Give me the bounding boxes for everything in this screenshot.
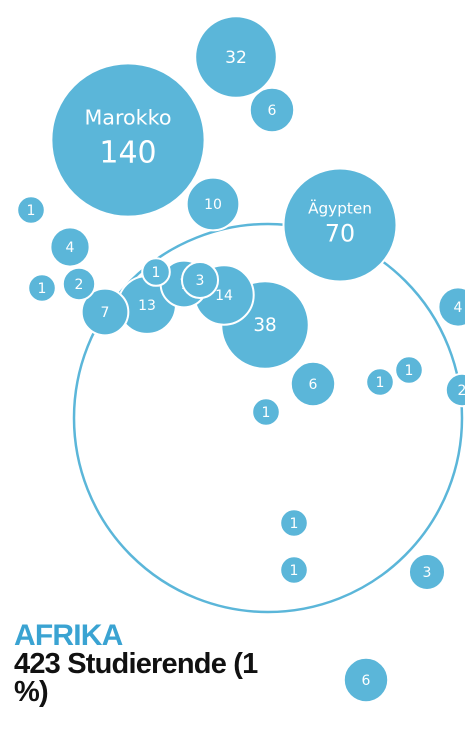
bubble [407,552,447,592]
bubble-value: 1 [405,363,414,379]
bubble-name: Marokko [84,106,171,130]
bubble-name: Ägypten [308,199,372,218]
chart-title: AFRIKA [14,619,123,652]
bubble [27,273,57,303]
bubble-value: 32 [225,48,247,68]
bubble [251,397,281,427]
bubble-value: 10 [204,197,222,213]
bubble-value: 13 [138,298,156,314]
bubble-value: 70 [325,220,355,248]
bubble [180,260,220,300]
bubble [365,367,395,397]
bubble [444,372,465,408]
bubble-value: 1 [290,516,299,532]
bubble-value: 14 [215,288,233,304]
bubble-value: 6 [309,377,318,393]
region-outline [72,222,464,614]
bubble-value: 6 [362,673,371,689]
bubble-value: 4 [66,240,75,256]
chart-subtitle: 423 Studierende (1 %) [14,648,258,708]
bubble-value: 1 [290,563,299,579]
bubble-value: 3 [423,565,432,581]
bubble-value: 1 [27,203,36,219]
bubble [61,266,97,302]
caption: AFRIKA 423 Studierende (1 %) [14,619,276,708]
bubble [16,195,46,225]
bubble-value: 1 [152,265,161,281]
bubble-value: 1 [38,281,47,297]
bubble-value: 6 [268,103,277,119]
bubble [141,257,171,287]
bubble-value: 3 [196,273,205,289]
bubble-value: 7 [101,305,110,321]
bubble [248,86,296,134]
bubble [80,287,130,337]
bubble-value: 1 [262,405,271,421]
bubble [282,167,398,283]
bubble [394,355,424,385]
bubble [185,176,241,232]
bubble-value: 4 [454,300,463,316]
bubble-value: 38 [253,315,276,336]
bubble-value: 2 [458,383,465,399]
bubble [279,555,309,585]
bubble-value: 140 [99,135,156,170]
bubble-value: 2 [75,277,84,293]
bubble [279,508,309,538]
bubble [49,226,91,268]
bubble [342,656,390,704]
bubble [437,286,465,328]
bubble [289,360,337,408]
bubble-value: 1 [376,375,385,391]
bubble [50,62,206,218]
bubble [194,15,278,99]
